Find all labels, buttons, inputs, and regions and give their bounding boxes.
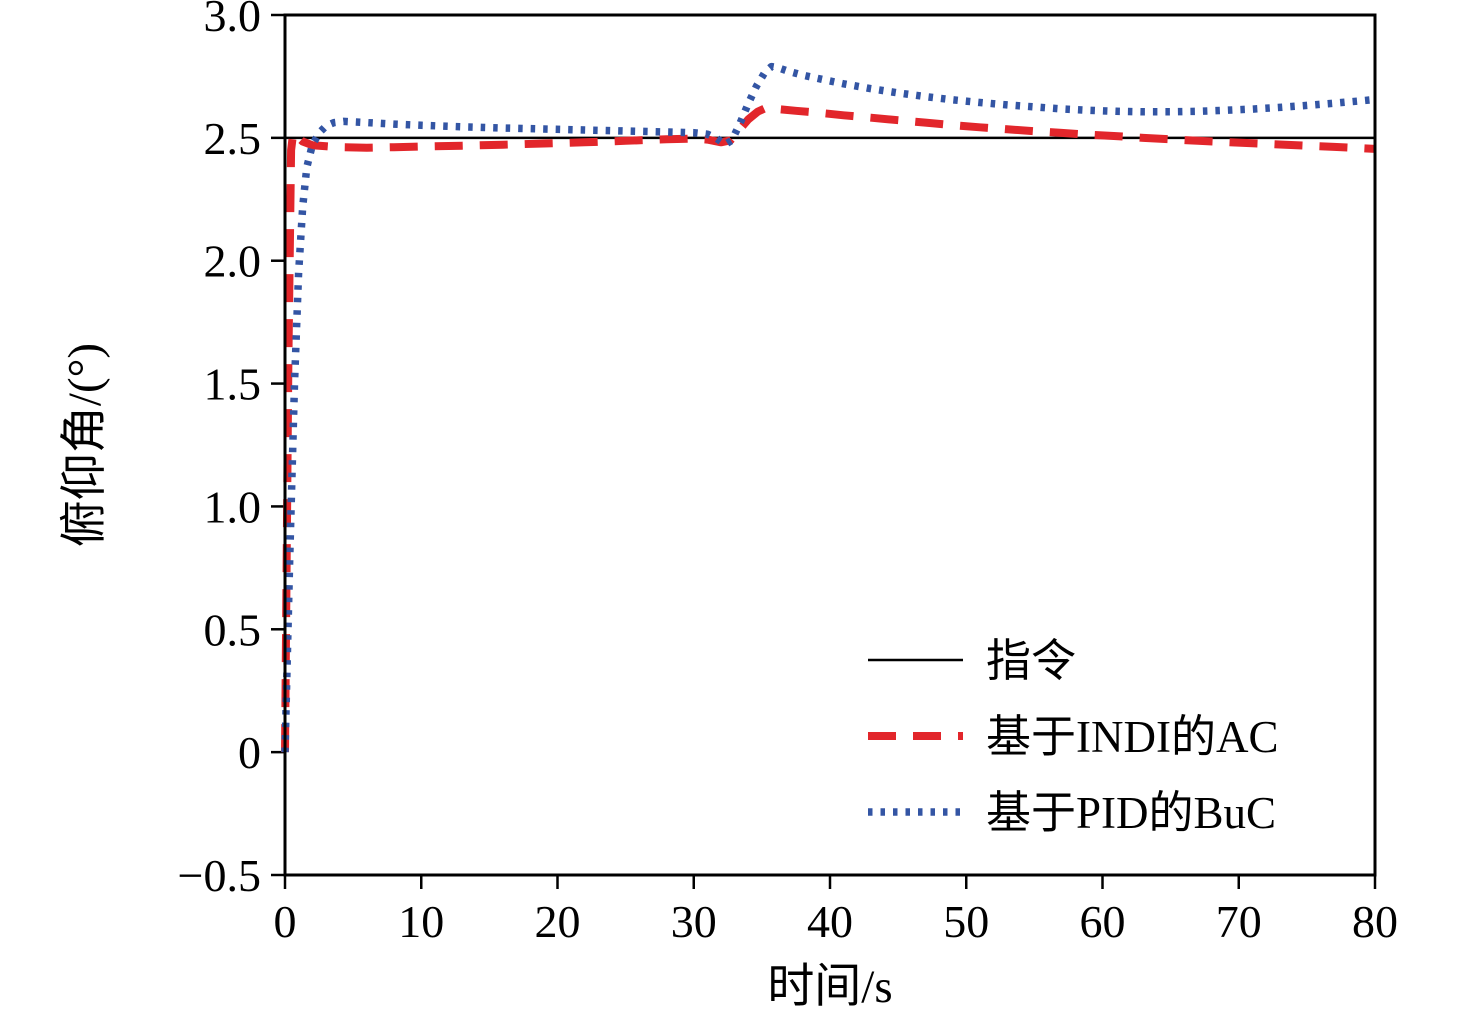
y-tick-label: 2.0 bbox=[204, 236, 262, 287]
x-tick-label: 70 bbox=[1216, 896, 1262, 947]
series-pid-buc-line bbox=[281, 62, 1376, 753]
y-tick-label: 0 bbox=[238, 727, 261, 778]
x-tick-label: 20 bbox=[535, 896, 581, 947]
legend-label-indi-ac-line: 基于INDI的AC bbox=[986, 712, 1278, 762]
legend-entry-command-line: 指令 bbox=[868, 636, 1076, 686]
x-tick-label: 40 bbox=[807, 896, 853, 947]
y-tick-label: −0.5 bbox=[178, 850, 261, 901]
x-axis-title: 时间/s bbox=[767, 961, 892, 1013]
x-axis: 0 10 20 30 40 50 60 70 80 bbox=[274, 875, 1398, 947]
y-tick-label: 0.5 bbox=[204, 604, 262, 655]
x-tick-label: 30 bbox=[671, 896, 717, 947]
x-tick-label: 0 bbox=[274, 896, 297, 947]
series-indi-ac-line bbox=[281, 103, 1376, 753]
legend-entry-pid-buc-line: 基于PID的BuC bbox=[868, 788, 1276, 838]
x-tick-label: 60 bbox=[1080, 896, 1126, 947]
legend-label-command-line: 指令 bbox=[986, 636, 1076, 686]
x-tick-label: 10 bbox=[398, 896, 444, 947]
legend-label-pid-buc-line: 基于PID的BuC bbox=[986, 788, 1276, 838]
x-tick-label: 50 bbox=[943, 896, 989, 947]
y-tick-label: 1.0 bbox=[204, 481, 262, 532]
y-tick-label: 2.5 bbox=[204, 113, 262, 164]
legend-entry-indi-ac-line: 基于INDI的AC bbox=[868, 712, 1278, 762]
x-tick-label: 80 bbox=[1352, 896, 1398, 947]
plot-frame bbox=[283, 13, 1377, 877]
y-axis-title: 俯仰角/(°) bbox=[59, 343, 111, 547]
y-tick-label: 1.5 bbox=[204, 359, 262, 410]
y-tick-label: 3.0 bbox=[204, 0, 262, 41]
y-axis: −0.5 0 0.5 1.0 1.5 2.0 2.5 3.0 bbox=[178, 0, 285, 901]
